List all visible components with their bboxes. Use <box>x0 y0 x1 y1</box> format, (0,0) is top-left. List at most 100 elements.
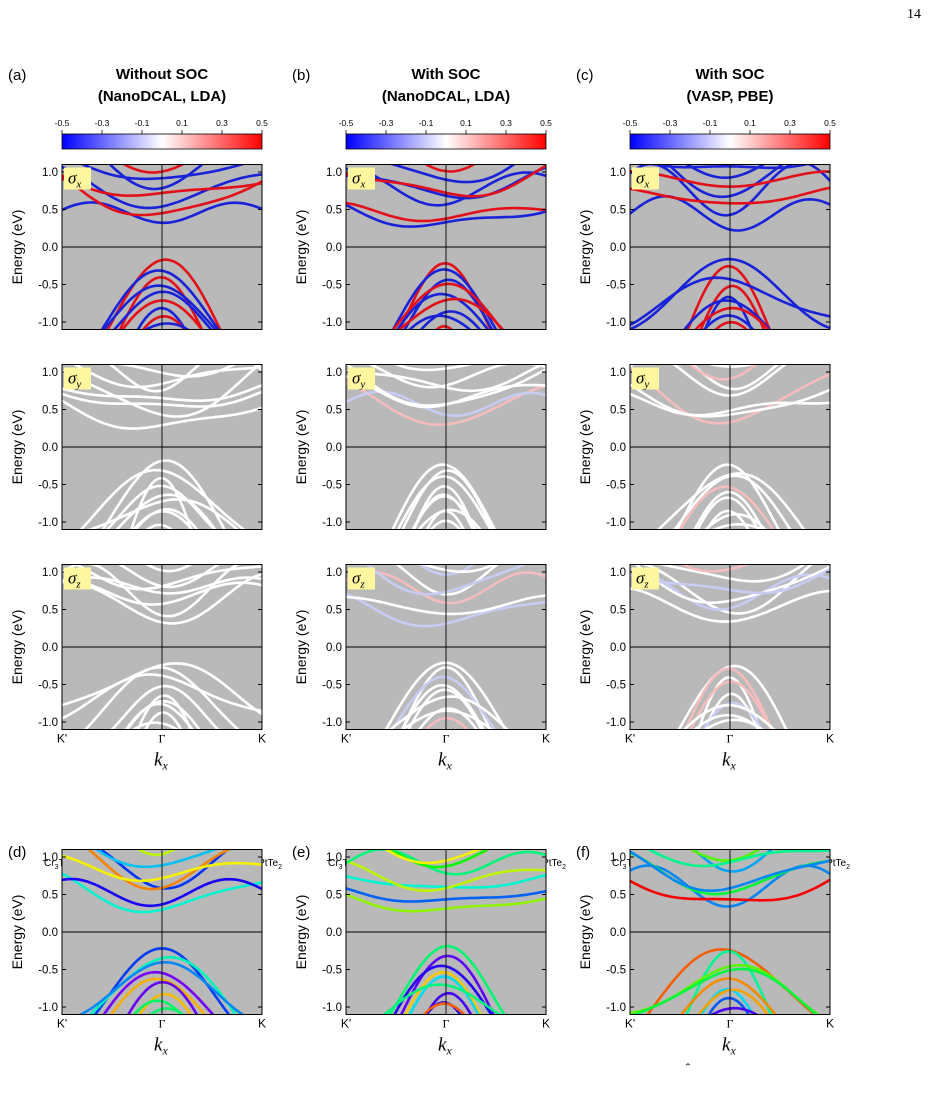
x-tick-label: K' <box>341 732 351 746</box>
spin-label-box <box>348 167 375 190</box>
spin-colorbar <box>345 133 547 150</box>
colorbar-tick-label: 0.3 <box>784 118 796 128</box>
colorbar-end-label: PtTe2 <box>258 858 282 871</box>
spin-label-box <box>64 167 91 190</box>
x-tick-label: Γ <box>159 732 166 746</box>
y-tick-label: 1.0 <box>610 167 626 179</box>
y-axis-label: Energy (eV) <box>293 410 309 485</box>
y-tick-label: -0.5 <box>606 480 626 492</box>
x-tick-label: K' <box>57 1017 67 1031</box>
panel-label: (f) <box>576 844 590 861</box>
x-tick-label: Γ <box>727 1017 734 1031</box>
y-tick-label: -0.5 <box>606 680 626 692</box>
colorbar-tick-label: -0.3 <box>663 118 678 128</box>
x-tick-label: Γ <box>443 1017 450 1031</box>
colorbar-tick-label: -0.1 <box>135 118 150 128</box>
y-tick-label: -1.0 <box>38 517 58 529</box>
y-tick-label: 0.0 <box>326 927 342 939</box>
colorbar-end-label: PtTe2 <box>826 858 850 871</box>
y-tick-label: 0.0 <box>326 642 342 654</box>
xlabel-symbol: k <box>722 750 731 771</box>
colorbar-tick-label: 0.1 <box>176 118 188 128</box>
colorbar-tick-label: -0.5 <box>623 118 638 128</box>
y-tick-label: -1.0 <box>38 317 58 329</box>
y-tick-label: 0.5 <box>42 890 58 902</box>
panel-label: (a) <box>8 67 26 84</box>
y-tick-label: 0.0 <box>326 242 342 254</box>
xlabel-symbol: k <box>438 1035 447 1056</box>
spin-label-box <box>632 567 659 590</box>
x-axis-label: kx <box>438 750 452 773</box>
y-tick-label: 0.5 <box>326 405 342 417</box>
spin-symbol: σ <box>636 369 645 388</box>
y-axis-label: Energy (eV) <box>293 895 309 970</box>
x-tick-label: Γ <box>443 732 450 746</box>
colorbar-tick-label: 0.5 <box>824 118 836 128</box>
column-title: (NanoDCAL, LDA) <box>98 88 226 105</box>
y-tick-label: -0.5 <box>38 280 58 292</box>
y-tick-label: -1.0 <box>38 717 58 729</box>
x-tick-label: K <box>826 1017 834 1031</box>
formula-part: Cr <box>328 858 339 869</box>
y-tick-label: -1.0 <box>606 717 626 729</box>
y-axis-label: Energy (eV) <box>9 210 25 285</box>
y-axis-label: Energy (eV) <box>293 610 309 685</box>
y-axis-label: Energy (eV) <box>9 610 25 685</box>
formula-part: Cr <box>44 858 55 869</box>
x-tick-label: K' <box>341 1017 351 1031</box>
spin-label-box <box>632 367 659 390</box>
spin-sub: y <box>75 379 81 391</box>
y-tick-label: 1.0 <box>42 167 58 179</box>
xlabel-sub: x <box>161 759 168 773</box>
xlabel-symbol: k <box>722 1035 731 1056</box>
spin-label: σz <box>636 569 649 591</box>
formula-part: 2 <box>846 864 850 871</box>
y-tick-label: -0.5 <box>322 280 342 292</box>
formula-part: Cr <box>612 858 623 869</box>
y-tick-label: 0.5 <box>42 605 58 617</box>
spin-symbol: σ <box>68 569 77 588</box>
spin-label-box <box>348 367 375 390</box>
x-tick-label: K <box>258 1017 266 1031</box>
y-tick-label: -1.0 <box>322 317 342 329</box>
x-axis-label: kx <box>722 750 736 773</box>
formula-part: PtTe <box>258 858 278 869</box>
x-axis-label: kx <box>722 1035 736 1058</box>
y-axis-label: Energy (eV) <box>9 410 25 485</box>
column-title: (NanoDCAL, LDA) <box>382 88 510 105</box>
spin-sub: z <box>643 579 649 591</box>
spin-sub: x <box>75 179 81 191</box>
y-tick-label: -1.0 <box>322 517 342 529</box>
spin-label: σz <box>352 569 365 591</box>
xlabel-sub: x <box>161 1044 168 1058</box>
x-tick-label: K <box>826 732 834 746</box>
spin-label: σz <box>68 569 81 591</box>
spin-symbol: σ <box>636 169 645 188</box>
x-tick-label: K <box>258 732 266 746</box>
formula-part: 3 <box>55 864 59 871</box>
y-tick-label: 0.0 <box>42 242 58 254</box>
xlabel-sub: x <box>445 759 452 773</box>
x-tick-label: K' <box>625 1017 635 1031</box>
band <box>706 364 756 368</box>
spin-label: σx <box>636 169 649 191</box>
spin-sub: z <box>75 579 81 591</box>
spin-label-box <box>64 567 91 590</box>
colorbar-tick-label: -0.1 <box>419 118 434 128</box>
x-tick-label: K' <box>57 732 67 746</box>
column-title: (VASP, PBE) <box>687 88 774 105</box>
band <box>136 849 177 857</box>
colorbar-tick-label: 0.5 <box>540 118 552 128</box>
y-tick-label: -1.0 <box>606 317 626 329</box>
stray-mark: ˆ <box>686 1062 691 1077</box>
spin-sub: y <box>643 379 649 391</box>
xlabel-symbol: k <box>154 750 163 771</box>
spin-label-box <box>64 367 91 390</box>
y-tick-label: -1.0 <box>606 1002 626 1014</box>
y-tick-label: 0.5 <box>326 205 342 217</box>
x-axis-label: kx <box>154 1035 168 1058</box>
y-tick-label: 0.5 <box>42 405 58 417</box>
formula-part: 3 <box>623 864 627 871</box>
y-tick-label: -0.5 <box>322 680 342 692</box>
